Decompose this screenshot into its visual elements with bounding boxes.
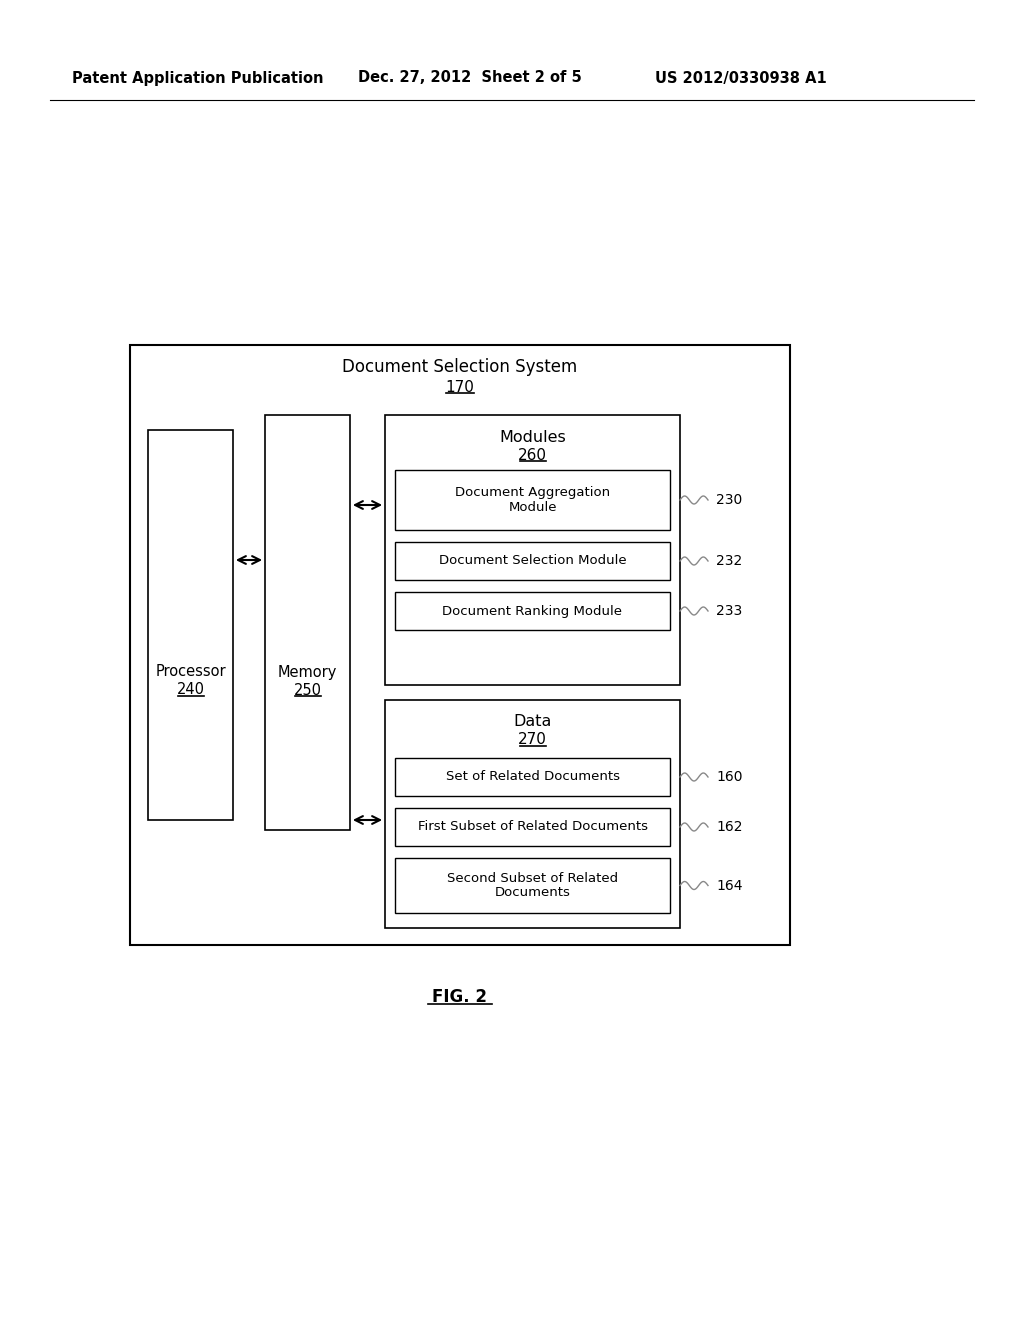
- Text: First Subset of Related Documents: First Subset of Related Documents: [418, 821, 647, 833]
- Text: 160: 160: [716, 770, 742, 784]
- Text: 162: 162: [716, 820, 742, 834]
- Text: Processor: Processor: [156, 664, 226, 680]
- Text: 164: 164: [716, 879, 742, 892]
- Text: 250: 250: [294, 682, 322, 698]
- Bar: [385, 700, 680, 928]
- Text: Document Selection Module: Document Selection Module: [438, 554, 627, 568]
- Text: Second Subset of Related
Documents: Second Subset of Related Documents: [446, 871, 618, 899]
- Text: Data: Data: [513, 714, 552, 730]
- Text: Document Selection System: Document Selection System: [342, 358, 578, 376]
- Bar: [265, 414, 350, 830]
- Bar: [385, 414, 680, 685]
- Text: US 2012/0330938 A1: US 2012/0330938 A1: [655, 70, 826, 86]
- Text: Document Ranking Module: Document Ranking Module: [442, 605, 623, 618]
- Bar: [395, 858, 670, 913]
- Text: Document Aggregation
Module: Document Aggregation Module: [455, 486, 610, 513]
- Bar: [395, 808, 670, 846]
- Text: 270: 270: [518, 733, 547, 747]
- Text: Memory: Memory: [278, 665, 337, 680]
- Bar: [395, 543, 670, 579]
- Text: 260: 260: [518, 447, 547, 462]
- Text: FIG. 2: FIG. 2: [432, 987, 487, 1006]
- Text: Set of Related Documents: Set of Related Documents: [445, 771, 620, 784]
- Bar: [130, 345, 790, 945]
- Text: 230: 230: [716, 492, 742, 507]
- Bar: [395, 470, 670, 531]
- Text: 170: 170: [445, 380, 474, 395]
- Text: 232: 232: [716, 554, 742, 568]
- Bar: [395, 758, 670, 796]
- Bar: [148, 430, 233, 820]
- Text: Dec. 27, 2012  Sheet 2 of 5: Dec. 27, 2012 Sheet 2 of 5: [358, 70, 582, 86]
- Text: 240: 240: [176, 682, 205, 697]
- Text: Patent Application Publication: Patent Application Publication: [72, 70, 324, 86]
- Text: 233: 233: [716, 605, 742, 618]
- Text: Modules: Modules: [499, 429, 566, 445]
- Bar: [395, 591, 670, 630]
